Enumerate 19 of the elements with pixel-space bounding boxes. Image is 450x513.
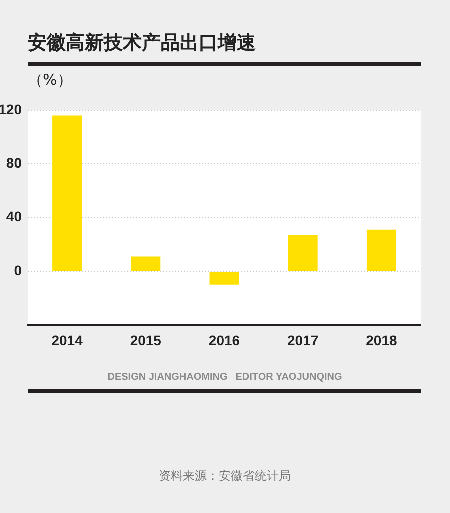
y-axis-title: （%） (28, 71, 72, 90)
bar (52, 116, 82, 271)
chart-title: 安徽高新技术产品出口增速 (28, 31, 256, 56)
x-tick-label: 2017 (288, 332, 319, 348)
x-tick-label: 2016 (208, 332, 240, 348)
bar (366, 230, 396, 271)
y-tick-label: 0 (14, 262, 22, 278)
y-tick-label: 120 (0, 101, 22, 118)
bar (210, 272, 240, 285)
bar (131, 256, 161, 271)
text: EDITOR YAOJUNQING (236, 372, 342, 383)
y-tick-label: 80 (6, 154, 22, 171)
x-tick-label: 2018 (366, 332, 398, 348)
bar (288, 235, 318, 271)
text: DESIGN JIANGHAOMING (108, 372, 228, 383)
y-tick-label: 40 (6, 208, 22, 225)
x-tick-label: 2014 (52, 332, 84, 348)
x-tick-label: 2015 (130, 332, 162, 348)
text: 资料来源：安徽省统计局 (158, 468, 292, 485)
